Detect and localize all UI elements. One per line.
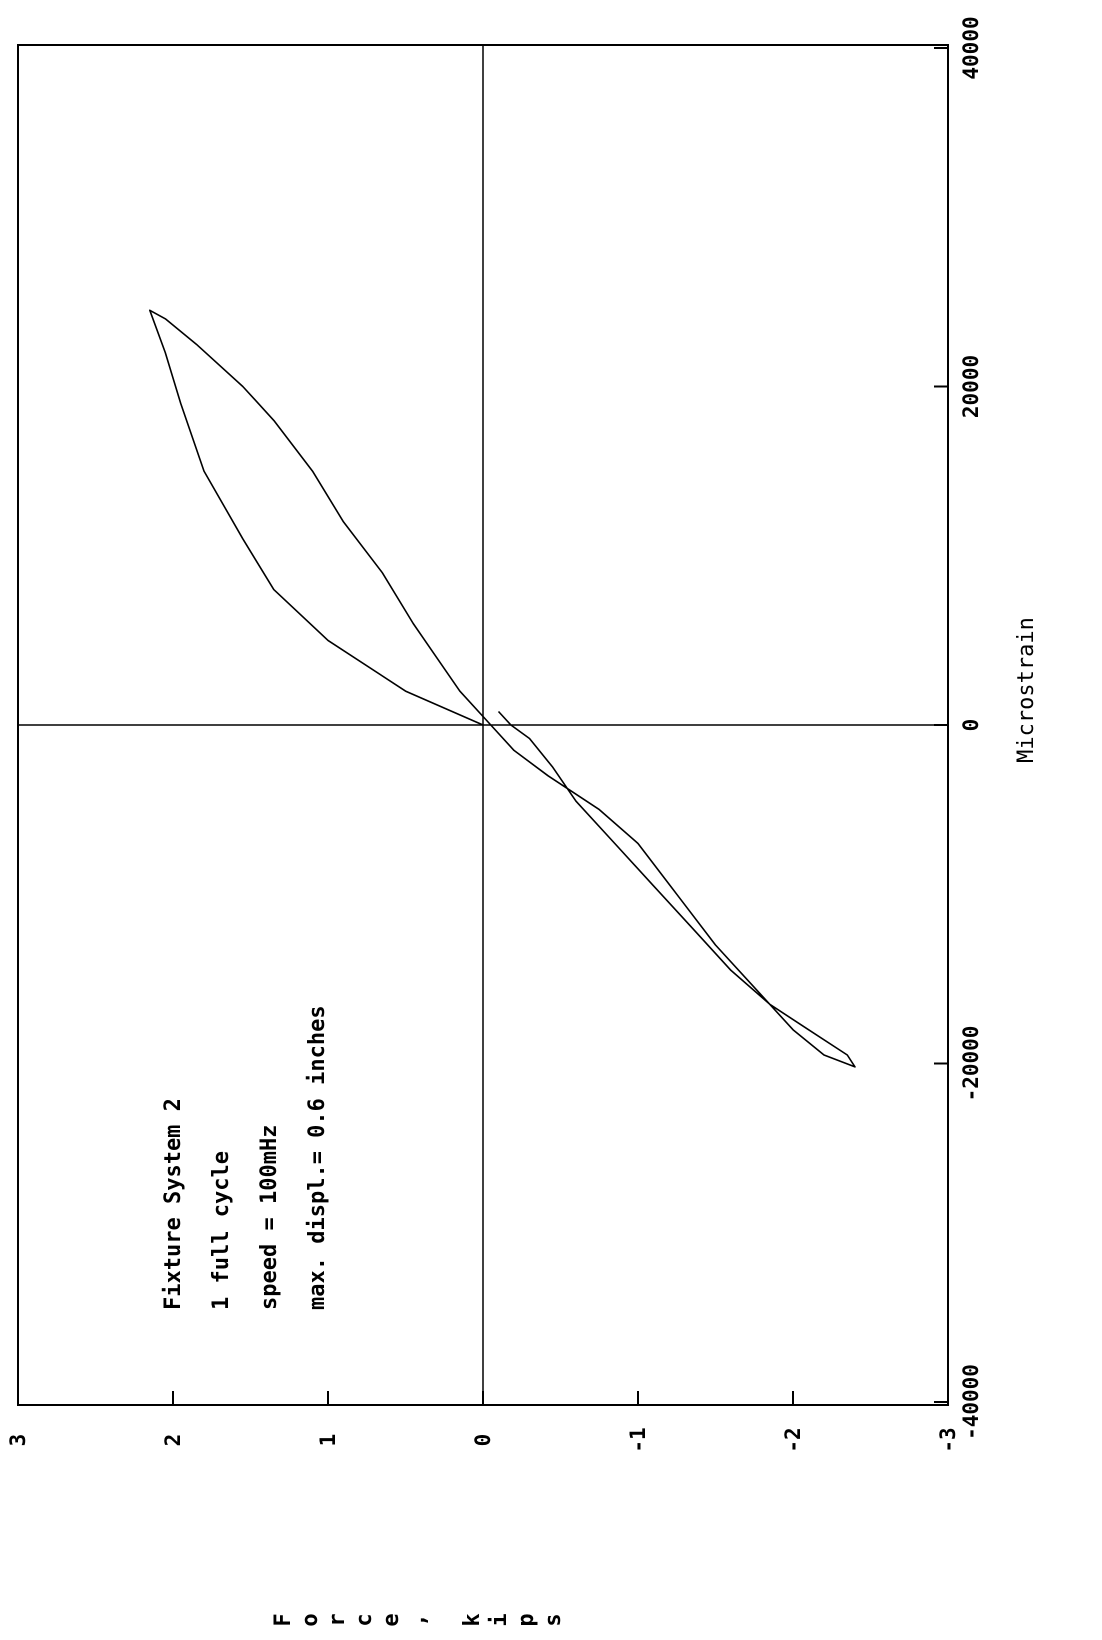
y-tick-label: -2: [781, 1427, 805, 1452]
annotation-line: speed = 100mHz: [257, 1125, 282, 1310]
y-axis-label-char: r: [325, 1613, 350, 1626]
y-axis-label-char: o: [298, 1613, 323, 1626]
x-tick-label: 0: [959, 719, 983, 732]
y-axis-label-char: e: [379, 1613, 404, 1626]
x-tick-label: -20000: [959, 1026, 983, 1102]
annotation-line: Fixture System 2: [161, 1098, 186, 1310]
y-axis-label-char: i: [487, 1613, 512, 1626]
annotation-line: 1 full cycle: [209, 1151, 234, 1310]
y-tick-label: 1: [316, 1434, 340, 1447]
y-axis-label-char: k: [460, 1613, 485, 1626]
x-tick-label: -40000: [959, 1364, 983, 1440]
x-tick-label: 20000: [959, 355, 983, 418]
y-axis-label-char: s: [541, 1613, 566, 1626]
y-tick-label: -3: [936, 1427, 960, 1452]
y-axis-label-char: F: [271, 1613, 296, 1626]
x-axis-label: Microstrain: [1014, 617, 1039, 763]
y-tick-label: -1: [626, 1427, 650, 1452]
annotation-line: max. displ.= 0.6 inches: [305, 1005, 330, 1310]
series-line-0: [149, 309, 856, 1068]
y-axis-label-char: p: [514, 1613, 539, 1626]
y-tick-label: 2: [161, 1434, 185, 1447]
y-axis-label-char: ,: [406, 1613, 431, 1626]
x-tick-label: 40000: [959, 16, 983, 79]
y-tick-label: 0: [471, 1434, 495, 1447]
y-axis-label-char: c: [352, 1613, 377, 1626]
y-tick-label: 3: [6, 1434, 30, 1447]
